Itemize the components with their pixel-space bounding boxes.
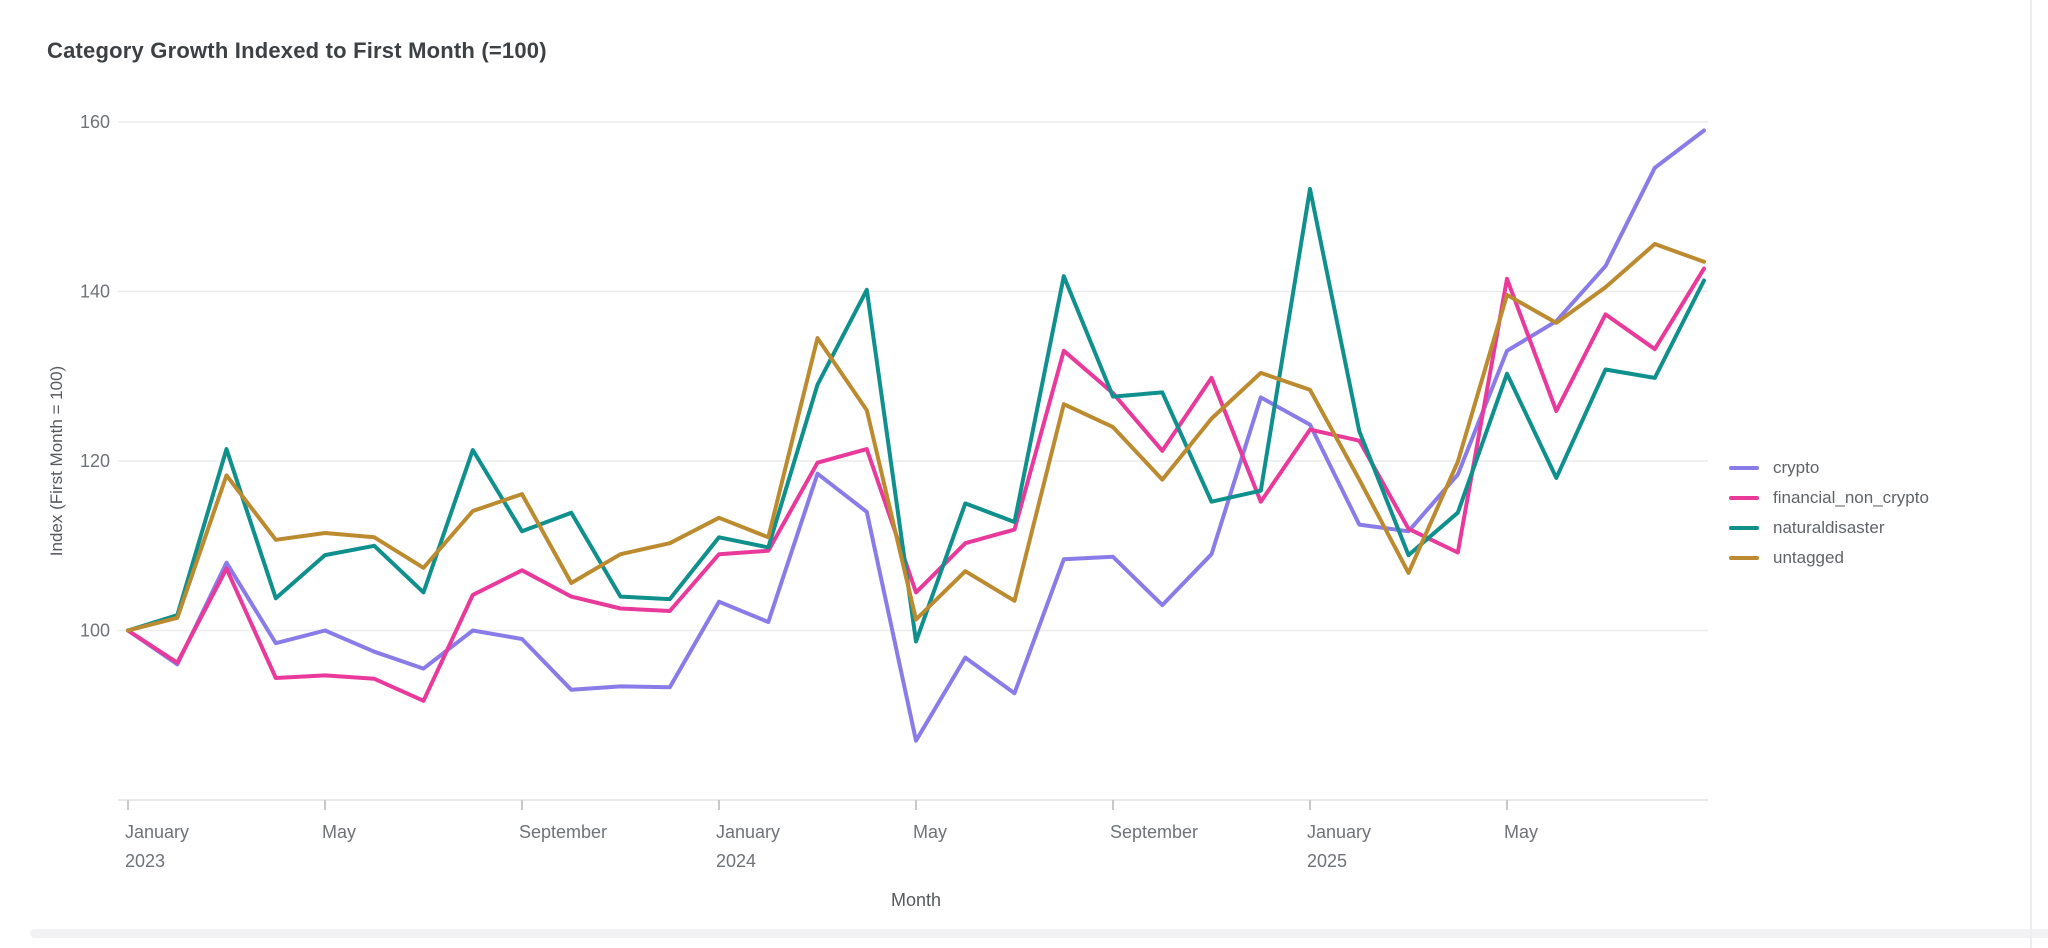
legend-label: crypto [1773, 458, 1820, 477]
x-tick-label: May [1504, 822, 1538, 842]
legend-swatch-naturaldisaster [1729, 526, 1759, 530]
series-line-naturaldisaster[interactable] [126, 187, 1706, 644]
horizontal-scrollbar-track[interactable] [30, 929, 2048, 938]
series-line-financial_non_crypto[interactable] [126, 266, 1706, 703]
legend-label: financial_non_crypto [1773, 488, 1929, 507]
chart-title: Category Growth Indexed to First Month (… [47, 38, 547, 63]
x-tick-label: May [322, 822, 356, 842]
y-tick-label: 160 [80, 112, 110, 132]
x-tick-label: 2024 [716, 851, 756, 871]
y-axis-title: Index (First Month = 100) [47, 365, 66, 557]
legend-item-crypto[interactable]: crypto [1729, 453, 1929, 483]
x-tick-label: 2023 [125, 851, 165, 871]
x-tick-label: 2025 [1307, 851, 1347, 871]
y-tick-label: 100 [80, 621, 110, 641]
legend-label: naturaldisaster [1773, 518, 1885, 537]
legend-label: untagged [1773, 548, 1844, 567]
x-tick-label: January [716, 822, 780, 842]
x-tick-label: January [1307, 822, 1371, 842]
legend-item-naturaldisaster[interactable]: naturaldisaster [1729, 513, 1929, 543]
series-line-untagged[interactable] [126, 242, 1706, 633]
chart-legend: crypto financial_non_crypto naturaldisas… [1729, 453, 1929, 573]
x-tick-label: September [519, 822, 607, 842]
x-tick-label: May [913, 822, 947, 842]
x-tick-label: September [1110, 822, 1198, 842]
y-tick-label: 120 [80, 451, 110, 471]
vertical-scrollbar-track[interactable] [2030, 0, 2032, 948]
x-axis-title: Month [890, 890, 942, 910]
series-line-crypto[interactable] [126, 128, 1706, 743]
legend-item-financial-non-crypto[interactable]: financial_non_crypto [1729, 483, 1929, 513]
legend-swatch-untagged [1729, 556, 1759, 560]
legend-item-untagged[interactable]: untagged [1729, 543, 1929, 573]
y-tick-label: 140 [80, 282, 110, 302]
legend-swatch-financial-non-crypto [1729, 496, 1759, 500]
x-tick-label: January [125, 822, 189, 842]
legend-swatch-crypto [1729, 466, 1759, 470]
